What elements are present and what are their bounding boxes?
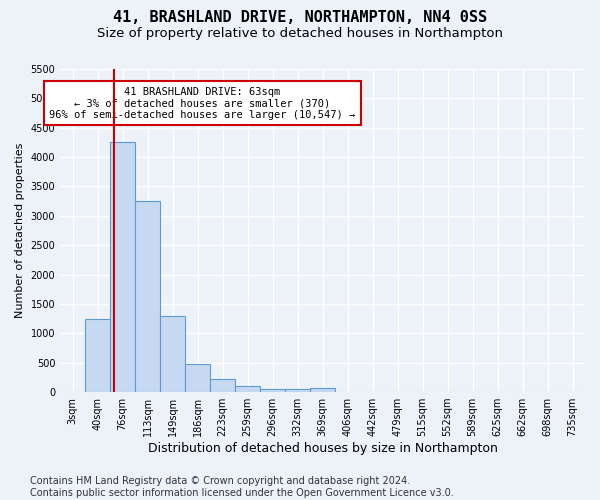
Text: Size of property relative to detached houses in Northampton: Size of property relative to detached ho… bbox=[97, 28, 503, 40]
Y-axis label: Number of detached properties: Number of detached properties bbox=[15, 143, 25, 318]
Bar bbox=[260, 388, 285, 392]
Bar bbox=[85, 318, 110, 392]
X-axis label: Distribution of detached houses by size in Northampton: Distribution of detached houses by size … bbox=[148, 442, 497, 455]
Bar bbox=[310, 388, 335, 392]
Bar bbox=[160, 316, 185, 392]
Bar bbox=[185, 364, 210, 392]
Bar bbox=[285, 389, 310, 392]
Text: Contains HM Land Registry data © Crown copyright and database right 2024.
Contai: Contains HM Land Registry data © Crown c… bbox=[30, 476, 454, 498]
Text: 41, BRASHLAND DRIVE, NORTHAMPTON, NN4 0SS: 41, BRASHLAND DRIVE, NORTHAMPTON, NN4 0S… bbox=[113, 10, 487, 25]
Bar bbox=[235, 386, 260, 392]
Bar bbox=[210, 379, 235, 392]
Bar bbox=[110, 142, 135, 392]
Text: 41 BRASHLAND DRIVE: 63sqm
← 3% of detached houses are smaller (370)
96% of semi-: 41 BRASHLAND DRIVE: 63sqm ← 3% of detach… bbox=[49, 86, 356, 120]
Bar bbox=[135, 201, 160, 392]
